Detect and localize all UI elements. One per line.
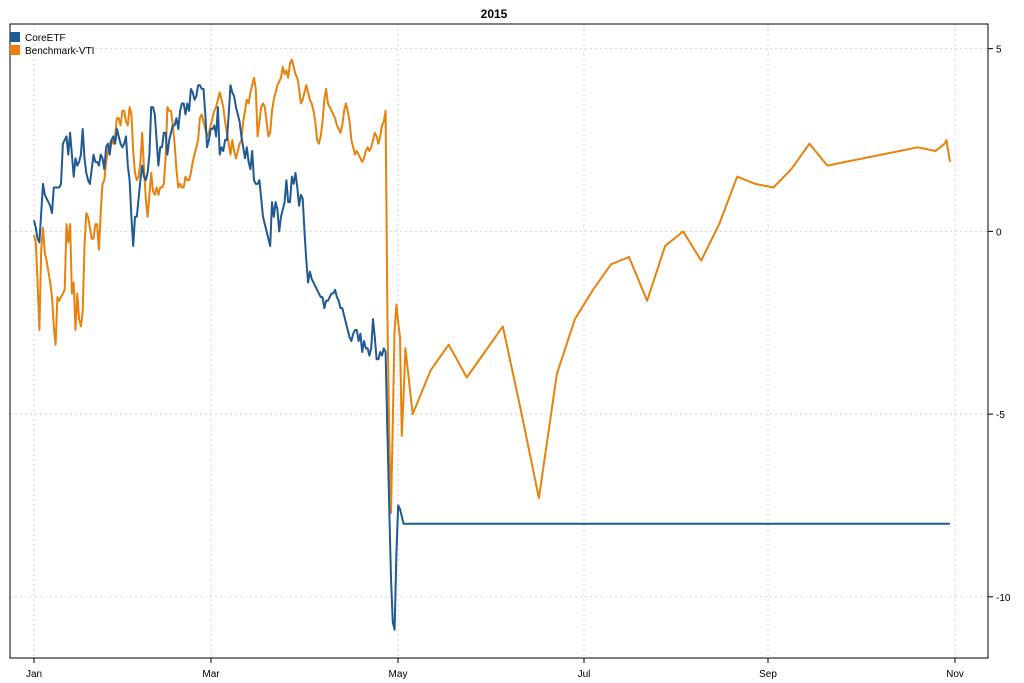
legend-swatch-coreetf: [10, 32, 20, 42]
x-tick-label: May: [389, 669, 408, 680]
y-axis: 5 0 -5 -10: [988, 45, 1011, 604]
legend-label-benchmark-vti: Benchmark-VTI: [25, 46, 94, 57]
series-line-benchmark-vti: [33, 58, 951, 514]
x-tick-label: Mar: [202, 669, 220, 680]
x-tick-label: Sep: [759, 669, 777, 680]
series-line-coreetf: [33, 84, 950, 631]
y-tick-label: -5: [996, 410, 1005, 421]
x-tick-label: Nov: [946, 669, 964, 680]
x-axis: Jan Mar May Jul Sep Nov: [26, 658, 964, 680]
grid-lines: [10, 24, 988, 658]
y-tick-label: 5: [996, 45, 1002, 56]
y-tick-label: -10: [996, 593, 1011, 604]
x-tick-label: Jan: [26, 669, 42, 680]
legend-label-coreetf: CoreETF: [25, 33, 66, 44]
legend-swatch-benchmark-vti: [10, 45, 20, 55]
x-tick-label: Jul: [578, 669, 591, 680]
legend: CoreETF Benchmark-VTI: [10, 32, 94, 57]
series-lines: [33, 58, 951, 631]
y-tick-label: 0: [996, 227, 1002, 238]
chart-title: 2015: [481, 7, 508, 21]
plot-frame: [9, 23, 989, 659]
